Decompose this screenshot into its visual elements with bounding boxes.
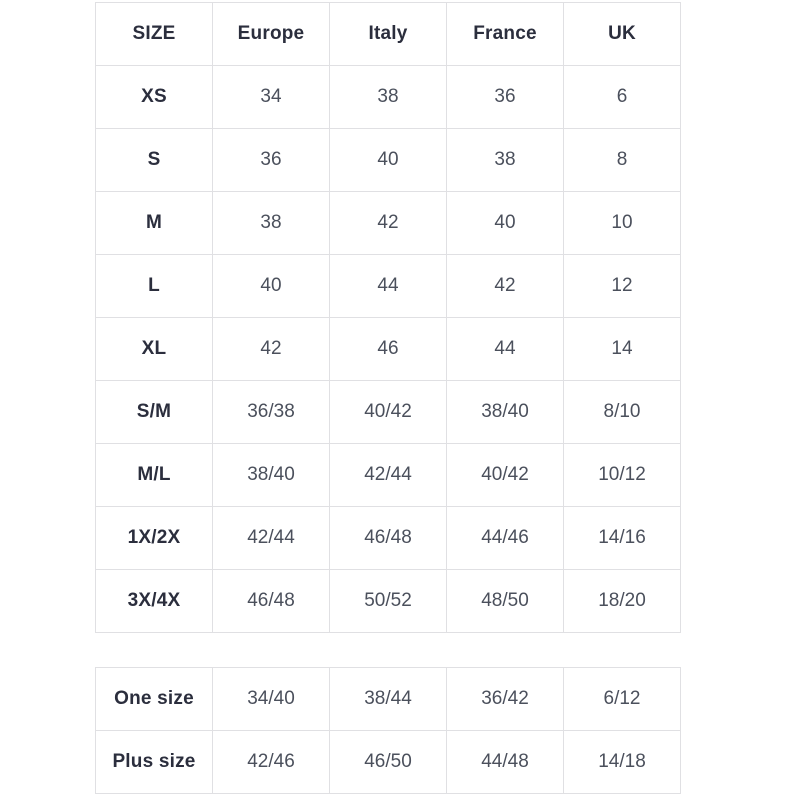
table-row: L 40 44 42 12 xyxy=(95,254,681,318)
cell-value: 46/48 xyxy=(212,569,330,633)
column-header-europe: Europe xyxy=(212,2,330,66)
cell-value: 36/38 xyxy=(212,380,330,444)
cell-value: 38/44 xyxy=(329,667,447,731)
column-header-size: SIZE xyxy=(95,2,213,66)
row-label: 3X/4X xyxy=(95,569,213,633)
table-row: XL 42 46 44 14 xyxy=(95,317,681,381)
table-gap xyxy=(95,633,800,667)
table-row: 3X/4X 46/48 50/52 48/50 18/20 xyxy=(95,569,681,633)
row-label: M/L xyxy=(95,443,213,507)
row-label: XL xyxy=(95,317,213,381)
column-header-italy: Italy xyxy=(329,2,447,66)
cell-value: 36 xyxy=(212,128,330,192)
cell-value: 12 xyxy=(563,254,681,318)
cell-value: 42/44 xyxy=(329,443,447,507)
column-header-france: France xyxy=(446,2,564,66)
cell-value: 36/42 xyxy=(446,667,564,731)
cell-value: 40/42 xyxy=(329,380,447,444)
row-label: Plus size xyxy=(95,730,213,794)
cell-value: 42/44 xyxy=(212,506,330,570)
cell-value: 38/40 xyxy=(446,380,564,444)
table-row: M/L 38/40 42/44 40/42 10/12 xyxy=(95,443,681,507)
cell-value: 44 xyxy=(446,317,564,381)
cell-value: 46/48 xyxy=(329,506,447,570)
table-row: 1X/2X 42/44 46/48 44/46 14/16 xyxy=(95,506,681,570)
cell-value: 14/18 xyxy=(563,730,681,794)
size-conversion-table: SIZE Europe Italy France UK XS 34 38 36 … xyxy=(95,2,681,633)
cell-value: 8/10 xyxy=(563,380,681,444)
row-label: M xyxy=(95,191,213,255)
cell-value: 50/52 xyxy=(329,569,447,633)
header-row: SIZE Europe Italy France UK xyxy=(95,2,681,66)
cell-value: 14 xyxy=(563,317,681,381)
row-label: 1X/2X xyxy=(95,506,213,570)
table-row: S/M 36/38 40/42 38/40 8/10 xyxy=(95,380,681,444)
cell-value: 38 xyxy=(446,128,564,192)
cell-value: 40 xyxy=(329,128,447,192)
cell-value: 40 xyxy=(212,254,330,318)
cell-value: 44/46 xyxy=(446,506,564,570)
column-header-uk: UK xyxy=(563,2,681,66)
row-label: L xyxy=(95,254,213,318)
cell-value: 10/12 xyxy=(563,443,681,507)
table-row: XS 34 38 36 6 xyxy=(95,65,681,129)
cell-value: 48/50 xyxy=(446,569,564,633)
cell-value: 36 xyxy=(446,65,564,129)
table-row: M 38 42 40 10 xyxy=(95,191,681,255)
row-label: One size xyxy=(95,667,213,731)
cell-value: 38 xyxy=(212,191,330,255)
cell-value: 34 xyxy=(212,65,330,129)
cell-value: 46/50 xyxy=(329,730,447,794)
cell-value: 42 xyxy=(212,317,330,381)
cell-value: 44 xyxy=(329,254,447,318)
cell-value: 38 xyxy=(329,65,447,129)
cell-value: 6/12 xyxy=(563,667,681,731)
cell-value: 42/46 xyxy=(212,730,330,794)
table-row: One size 34/40 38/44 36/42 6/12 xyxy=(95,667,681,731)
cell-value: 42 xyxy=(446,254,564,318)
table-row: Plus size 42/46 46/50 44/48 14/18 xyxy=(95,730,681,794)
cell-value: 6 xyxy=(563,65,681,129)
special-size-table: One size 34/40 38/44 36/42 6/12 Plus siz… xyxy=(95,667,681,794)
cell-value: 14/16 xyxy=(563,506,681,570)
cell-value: 34/40 xyxy=(212,667,330,731)
cell-value: 8 xyxy=(563,128,681,192)
cell-value: 10 xyxy=(563,191,681,255)
table-row: S 36 40 38 8 xyxy=(95,128,681,192)
cell-value: 42 xyxy=(329,191,447,255)
cell-value: 40 xyxy=(446,191,564,255)
cell-value: 40/42 xyxy=(446,443,564,507)
cell-value: 38/40 xyxy=(212,443,330,507)
row-label: S/M xyxy=(95,380,213,444)
row-label: S xyxy=(95,128,213,192)
cell-value: 18/20 xyxy=(563,569,681,633)
row-label: XS xyxy=(95,65,213,129)
cell-value: 46 xyxy=(329,317,447,381)
cell-value: 44/48 xyxy=(446,730,564,794)
